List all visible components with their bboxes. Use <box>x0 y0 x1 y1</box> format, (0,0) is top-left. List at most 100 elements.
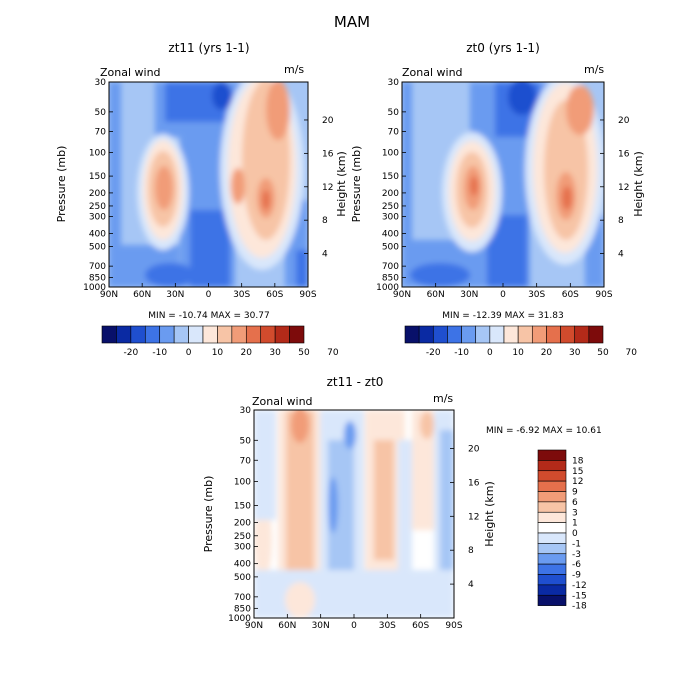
colorbar-swatch <box>537 470 567 482</box>
colorbar-label: 30 <box>269 348 281 358</box>
y2-ticks: 20 16 12 8 4 <box>304 116 334 260</box>
y2-tick-label: 20 <box>618 116 630 126</box>
y-tick-label: 700 <box>382 262 399 272</box>
units-label: m/s <box>284 63 304 76</box>
y-tick-label: 850 <box>382 273 399 283</box>
colorbar-swatch <box>289 325 305 344</box>
y-tick-label: 150 <box>234 501 251 511</box>
y-tick-label: 70 <box>388 128 400 138</box>
colorbar-label: 50 <box>298 348 310 358</box>
colorbar-swatch <box>560 325 576 344</box>
colorbar-label: -12 <box>572 581 587 591</box>
min-max-stats: MIN = -10.74 MAX = 30.77 <box>148 311 269 321</box>
x-tick-label: 90N <box>100 290 118 300</box>
colorbar-swatch <box>574 325 590 344</box>
y-tick-label: 850 <box>89 273 106 283</box>
y-tick-label: 400 <box>89 229 106 239</box>
y-tick-label: 200 <box>89 189 106 199</box>
x-tick-label: 30S <box>379 621 396 631</box>
y2-tick-label: 8 <box>322 216 328 226</box>
panel-difference: zt11 - zt0 Zonal wind m/s <box>202 375 602 631</box>
x-tick-label: 90S <box>595 290 612 300</box>
colorbar-swatch <box>537 574 567 586</box>
colorbar-swatch <box>537 584 567 596</box>
y2-axis-label: Height (km) <box>483 481 496 547</box>
colorbar-label: -20 <box>124 348 139 358</box>
y-tick-label: 150 <box>382 172 399 182</box>
y-tick-label: 200 <box>234 519 251 529</box>
colorbar-label: -3 <box>572 550 581 560</box>
colorbar-label: 0 <box>487 348 493 358</box>
y-tick-label: 1000 <box>376 283 399 293</box>
colorbar-label: 30 <box>569 348 581 358</box>
colorbar-label: -15 <box>572 591 587 601</box>
colorbar-label: -1 <box>572 539 581 549</box>
y2-ticks: 20 16 12 8 4 <box>600 116 630 260</box>
y-tick-label: 500 <box>234 573 251 583</box>
colorbar-swatch <box>537 501 567 513</box>
colorbar-swatch <box>116 325 132 344</box>
y2-tick-label: 4 <box>618 250 624 260</box>
y2-ticks: 20 16 12 8 4 <box>450 445 480 590</box>
y-tick-label: 300 <box>382 213 399 223</box>
colorbar: -20 -10 0 10 20 30 50 70 <box>101 325 339 358</box>
y-tick-label: 400 <box>382 229 399 239</box>
colorbar-swatch <box>432 325 448 344</box>
x-tick-label: 30N <box>460 290 478 300</box>
x-tick-label: 90N <box>245 621 263 631</box>
colorbar: -20 -10 0 10 20 30 50 70 <box>404 325 638 358</box>
y2-tick-label: 20 <box>468 445 480 455</box>
y2-tick-label: 20 <box>322 116 334 126</box>
colorbar-swatch <box>475 325 491 344</box>
y-tick-label: 200 <box>382 189 399 199</box>
figure-title: MAM <box>334 13 370 31</box>
colorbar-label: 70 <box>626 348 638 358</box>
x-tick-label: 90S <box>299 290 316 300</box>
contour-field <box>109 82 308 287</box>
min-max-stats: MIN = -12.39 MAX = 31.83 <box>442 311 563 321</box>
y-tick-label: 300 <box>89 213 106 223</box>
y-tick-label: 500 <box>382 242 399 252</box>
colorbar-label: 1 <box>572 519 578 529</box>
panel-zt11: zt11 (yrs 1-1) Zonal wind m/s <box>55 41 348 358</box>
colorbar-swatch <box>418 325 434 344</box>
variable-label: Zonal wind <box>402 66 463 79</box>
colorbar-swatch <box>144 325 161 344</box>
y-tick-label: 300 <box>234 543 251 553</box>
y-tick-label: 700 <box>89 262 106 272</box>
colorbar-swatch <box>546 325 561 344</box>
panel-title: zt11 - zt0 <box>327 375 384 389</box>
colorbar-swatch <box>537 543 567 555</box>
x-tick-label: 30N <box>166 290 184 300</box>
colorbar-swatch <box>130 325 146 344</box>
x-tick-label: 0 <box>500 290 506 300</box>
y-tick-label: 700 <box>234 593 251 603</box>
y-tick-label: 500 <box>89 242 106 252</box>
panel-title: zt11 (yrs 1-1) <box>168 41 249 55</box>
contour-field <box>254 410 454 618</box>
colorbar-swatch <box>274 325 290 344</box>
colorbar-swatch <box>537 460 567 472</box>
x-ticks: 90N 60N 30N 0 30S 60S 90S <box>100 283 317 300</box>
y-tick-label: 50 <box>240 436 252 446</box>
y-tick-label: 1000 <box>228 614 251 624</box>
colorbar-swatch <box>404 325 420 344</box>
colorbar-label: 50 <box>597 348 609 358</box>
colorbar-swatch <box>537 522 567 534</box>
colorbar-swatch <box>159 325 175 344</box>
colorbar-label: -6 <box>572 560 581 570</box>
panel-title: zt0 (yrs 1-1) <box>466 41 540 55</box>
colorbar-label: 0 <box>186 348 192 358</box>
x-tick-label: 0 <box>206 290 212 300</box>
y-axis-label: Pressure (mb) <box>350 146 363 223</box>
x-ticks: 90N 60N 30N 0 30S 60S 90S <box>245 614 463 631</box>
y-tick-label: 50 <box>388 108 400 118</box>
y2-tick-label: 16 <box>322 149 334 159</box>
colorbar-swatch <box>537 553 567 565</box>
variable-label: Zonal wind <box>252 395 313 408</box>
y-tick-label: 100 <box>89 148 106 158</box>
colorbar-swatch <box>537 480 567 492</box>
